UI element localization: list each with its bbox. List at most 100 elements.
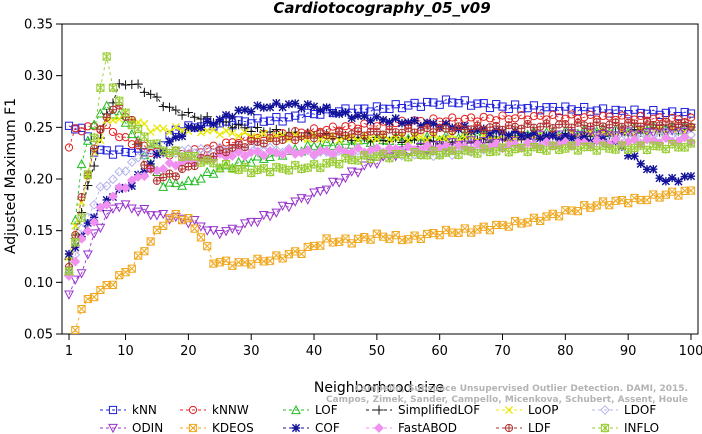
x-axis: 1 10 20 30 40 50 60 70 80 90 100 bbox=[65, 334, 702, 359]
data-point-fastabod bbox=[89, 217, 100, 227]
data-point-loop bbox=[240, 128, 249, 137]
data-point-knn bbox=[680, 107, 689, 117]
data-point-cof bbox=[196, 123, 206, 132]
legend-marker-fastabod bbox=[374, 423, 384, 433]
data-point-cof bbox=[492, 126, 501, 135]
data-point-loop bbox=[215, 130, 224, 139]
data-point-knnw bbox=[479, 112, 488, 121]
y-axis: 0.05 0.10 0.15 0.20 0.25 0.30 0.35 bbox=[24, 18, 62, 343]
series-line-simplifiedlof bbox=[68, 83, 692, 260]
legend-item-fastabod: FastABOD bbox=[366, 421, 457, 434]
data-point-simplifiedlof bbox=[83, 180, 93, 191]
x-axis-label: Neighborhood size bbox=[314, 380, 444, 396]
data-point-ldf bbox=[448, 127, 457, 136]
legend-item-cof: COF bbox=[283, 421, 340, 434]
data-point-ldf bbox=[278, 135, 287, 145]
y-tick-label: 0.30 bbox=[24, 69, 53, 84]
data-point-fastabod bbox=[403, 141, 414, 152]
data-point-knn bbox=[108, 150, 118, 159]
data-point-lof bbox=[202, 166, 213, 177]
data-point-ldf bbox=[561, 120, 570, 129]
data-point-fastabod bbox=[679, 132, 690, 143]
legend-item-ldof: LDOF bbox=[592, 403, 656, 417]
legend: kNN kNNW LOF SimplifiedLOF LoOP LDOF ODIN KDEOS… bbox=[100, 403, 659, 434]
data-point-cof bbox=[485, 129, 495, 138]
data-point-ldf bbox=[473, 121, 482, 130]
data-point-odin bbox=[108, 204, 118, 214]
data-point-ldf bbox=[636, 122, 645, 131]
legend-marker-lof bbox=[291, 404, 301, 415]
data-point-inflo bbox=[102, 51, 111, 62]
data-point-inflo bbox=[309, 159, 319, 169]
data-point-fastabod bbox=[101, 199, 112, 210]
y-tick-label: 0.05 bbox=[24, 328, 53, 343]
data-point-fastabod bbox=[233, 147, 244, 157]
data-point-cof bbox=[221, 110, 231, 120]
data-point-cof bbox=[510, 127, 520, 136]
data-point-cof bbox=[429, 119, 438, 128]
data-point-inflo bbox=[642, 145, 652, 155]
data-point-inflo bbox=[680, 142, 689, 152]
data-point-odin bbox=[265, 212, 275, 222]
data-point-cof bbox=[548, 131, 557, 140]
data-point-inflo bbox=[498, 143, 507, 153]
data-point-lof bbox=[95, 108, 106, 118]
data-point-cof bbox=[379, 115, 388, 125]
data-point-knn bbox=[517, 104, 526, 113]
data-point-knn bbox=[272, 113, 281, 122]
data-point-inflo bbox=[259, 163, 268, 173]
data-point-odin bbox=[660, 128, 671, 138]
legend-item-odin: ODIN bbox=[100, 421, 163, 434]
data-point-cof bbox=[523, 131, 532, 141]
data-point-cof bbox=[322, 103, 331, 112]
data-point-inflo bbox=[335, 159, 344, 169]
data-point-cof bbox=[316, 106, 325, 115]
data-point-odin bbox=[139, 205, 150, 215]
data-point-cof bbox=[203, 117, 212, 126]
data-point-ldf bbox=[492, 121, 501, 131]
legend-marker-loop bbox=[504, 405, 514, 415]
data-point-cof bbox=[127, 181, 136, 191]
data-point-cof bbox=[247, 107, 256, 116]
data-point-odin bbox=[302, 195, 313, 205]
data-point-odin bbox=[340, 173, 351, 184]
legend-label: FastABOD bbox=[398, 421, 457, 434]
data-point-ldf bbox=[96, 125, 105, 134]
data-point-inflo bbox=[215, 163, 224, 173]
data-point-cof bbox=[341, 108, 350, 117]
data-point-inflo bbox=[686, 138, 696, 149]
data-point-inflo bbox=[655, 141, 664, 151]
data-point-cof bbox=[215, 115, 224, 124]
legend-marker-ldof bbox=[600, 405, 610, 415]
data-point-inflo bbox=[410, 147, 419, 157]
data-point-inflo bbox=[108, 83, 118, 93]
data-point-cof bbox=[680, 172, 689, 181]
data-point-ldf bbox=[674, 119, 683, 129]
data-point-odin bbox=[271, 208, 282, 218]
data-point-knnw bbox=[341, 122, 350, 131]
data-point-cof bbox=[504, 131, 513, 140]
data-point-cof bbox=[259, 103, 268, 112]
data-point-inflo bbox=[661, 144, 670, 154]
data-point-cof bbox=[152, 150, 162, 159]
data-point-loop bbox=[247, 132, 256, 141]
data-point-simplifiedlof bbox=[177, 110, 187, 120]
data-point-odin bbox=[346, 167, 357, 177]
legend-label: LDF bbox=[528, 421, 551, 434]
data-point-knnw bbox=[77, 127, 86, 136]
data-point-cof bbox=[385, 117, 394, 127]
data-point-ldf bbox=[655, 121, 664, 130]
data-point-cof bbox=[441, 119, 451, 128]
data-point-inflo bbox=[504, 147, 513, 157]
data-point-cof bbox=[253, 101, 262, 110]
data-point-knnw bbox=[605, 112, 614, 121]
data-point-inflo bbox=[441, 148, 451, 158]
data-point-inflo bbox=[291, 160, 300, 170]
data-point-ldf bbox=[429, 128, 438, 137]
data-point-knn bbox=[259, 117, 268, 126]
data-point-simplifiedlof bbox=[246, 126, 256, 137]
legend-item-ldf: LDF bbox=[496, 421, 551, 434]
data-point-ldf bbox=[71, 231, 80, 240]
data-point-knn bbox=[460, 96, 469, 105]
data-point-inflo bbox=[140, 132, 149, 142]
